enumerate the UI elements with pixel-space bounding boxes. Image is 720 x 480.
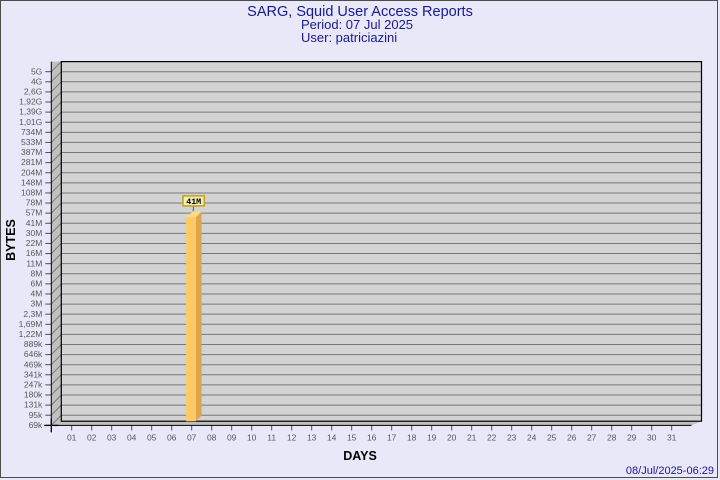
svg-text:03: 03 [107,432,117,442]
svg-text:533M: 533M [21,137,42,147]
svg-text:08: 08 [207,432,217,442]
svg-text:21: 21 [467,432,477,442]
svg-text:23: 23 [507,432,517,442]
svg-text:29: 29 [627,432,637,442]
svg-text:11M: 11M [26,258,42,268]
svg-text:10: 10 [247,432,257,442]
svg-text:4G: 4G [31,76,42,86]
svg-text:204M: 204M [21,167,42,177]
svg-text:1,39G: 1,39G [19,107,42,117]
svg-text:5G: 5G [31,66,42,76]
svg-text:15: 15 [347,432,357,442]
svg-text:41M: 41M [186,198,201,207]
svg-text:131k: 131k [24,400,43,410]
svg-text:07: 07 [187,432,197,442]
svg-text:57M: 57M [26,208,43,218]
svg-text:281M: 281M [21,157,42,167]
svg-text:6M: 6M [30,279,42,289]
svg-text:1,92G: 1,92G [19,97,42,107]
svg-text:02: 02 [87,432,97,442]
svg-text:04: 04 [127,432,137,442]
svg-text:19: 19 [427,432,437,442]
svg-text:14: 14 [327,432,337,442]
svg-text:01: 01 [67,432,77,442]
svg-text:41M: 41M [26,218,43,228]
svg-text:78M: 78M [26,198,43,208]
svg-text:148M: 148M [21,177,42,187]
svg-text:180k: 180k [24,390,43,400]
svg-text:12: 12 [287,432,297,442]
svg-text:30: 30 [647,432,657,442]
svg-text:24: 24 [527,432,537,442]
svg-text:16: 16 [367,432,377,442]
svg-text:2,6G: 2,6G [24,87,42,97]
svg-text:20: 20 [447,432,457,442]
svg-text:06: 06 [167,432,177,442]
svg-text:05: 05 [147,432,157,442]
svg-text:3M: 3M [30,299,42,309]
svg-text:22M: 22M [26,238,43,248]
svg-text:95k: 95k [29,410,43,420]
svg-text:13: 13 [307,432,317,442]
svg-text:16M: 16M [26,248,43,258]
svg-text:69k: 69k [29,420,43,430]
svg-text:1,22M: 1,22M [19,329,43,339]
svg-text:26: 26 [567,432,577,442]
svg-text:108M: 108M [21,188,42,198]
svg-text:247k: 247k [24,380,43,390]
svg-text:4M: 4M [30,289,42,299]
svg-text:18: 18 [407,432,417,442]
svg-text:17: 17 [387,432,397,442]
svg-text:27: 27 [587,432,597,442]
svg-text:387M: 387M [21,147,42,157]
svg-text:11: 11 [267,432,276,442]
svg-text:1,01G: 1,01G [19,117,42,127]
svg-text:22: 22 [487,432,497,442]
svg-text:889k: 889k [24,339,43,349]
svg-text:341k: 341k [24,369,43,379]
svg-text:25: 25 [547,432,557,442]
svg-text:734M: 734M [21,127,42,137]
svg-text:2,3M: 2,3M [23,309,42,319]
svg-text:646k: 646k [24,349,43,359]
svg-text:28: 28 [607,432,617,442]
svg-text:1,69M: 1,69M [19,319,43,329]
svg-text:469k: 469k [24,359,43,369]
svg-text:30M: 30M [26,228,43,238]
svg-text:31: 31 [667,432,677,442]
svg-text:09: 09 [227,432,237,442]
svg-text:8M: 8M [30,268,42,278]
